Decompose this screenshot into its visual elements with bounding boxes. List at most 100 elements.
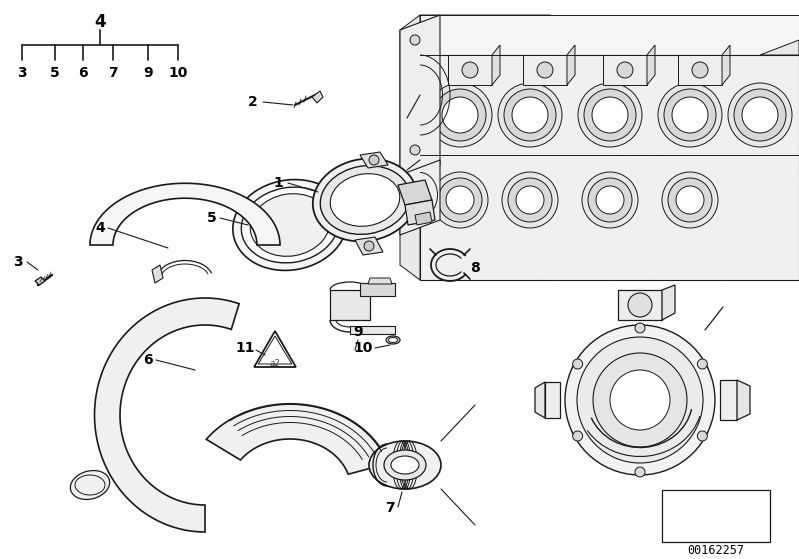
Circle shape xyxy=(428,83,492,147)
Polygon shape xyxy=(420,55,799,280)
Text: a2: a2 xyxy=(270,358,280,367)
Ellipse shape xyxy=(250,193,330,257)
Text: 00162257: 00162257 xyxy=(687,543,745,557)
Ellipse shape xyxy=(233,179,347,271)
Circle shape xyxy=(734,89,786,141)
Polygon shape xyxy=(674,512,734,522)
Circle shape xyxy=(582,172,638,228)
Polygon shape xyxy=(720,380,737,420)
Ellipse shape xyxy=(330,174,400,226)
Circle shape xyxy=(502,172,558,228)
Polygon shape xyxy=(350,326,395,334)
Polygon shape xyxy=(662,285,675,320)
Text: 8: 8 xyxy=(470,261,480,275)
Circle shape xyxy=(512,97,548,133)
Circle shape xyxy=(565,325,715,475)
Polygon shape xyxy=(415,212,432,225)
Circle shape xyxy=(504,89,556,141)
Polygon shape xyxy=(35,277,45,285)
Circle shape xyxy=(698,359,707,369)
Ellipse shape xyxy=(320,165,410,234)
Circle shape xyxy=(588,178,632,222)
Polygon shape xyxy=(258,336,292,364)
Text: 5: 5 xyxy=(50,66,60,80)
Polygon shape xyxy=(618,290,662,320)
Polygon shape xyxy=(312,91,323,103)
Polygon shape xyxy=(94,298,239,532)
Circle shape xyxy=(446,186,474,214)
Polygon shape xyxy=(400,160,440,235)
Circle shape xyxy=(617,62,633,78)
Circle shape xyxy=(592,97,628,133)
Polygon shape xyxy=(734,502,747,522)
Polygon shape xyxy=(674,502,747,512)
Circle shape xyxy=(462,62,478,78)
Circle shape xyxy=(434,89,486,141)
Ellipse shape xyxy=(386,336,400,344)
Circle shape xyxy=(742,97,778,133)
Circle shape xyxy=(658,83,722,147)
Text: 3: 3 xyxy=(14,255,23,269)
Bar xyxy=(662,490,770,542)
Circle shape xyxy=(698,431,707,441)
Polygon shape xyxy=(355,237,383,255)
Polygon shape xyxy=(360,283,395,296)
Circle shape xyxy=(573,431,582,441)
Polygon shape xyxy=(368,278,392,284)
Ellipse shape xyxy=(70,471,109,500)
Circle shape xyxy=(668,178,712,222)
Circle shape xyxy=(635,467,645,477)
Circle shape xyxy=(442,97,478,133)
Text: 1: 1 xyxy=(273,176,283,190)
Text: 2: 2 xyxy=(248,95,258,109)
Polygon shape xyxy=(360,152,388,168)
Circle shape xyxy=(635,323,645,333)
Circle shape xyxy=(432,172,488,228)
Circle shape xyxy=(692,62,708,78)
Text: 9: 9 xyxy=(143,66,153,80)
Circle shape xyxy=(672,97,708,133)
Polygon shape xyxy=(737,380,750,420)
Polygon shape xyxy=(678,55,722,85)
Text: 4: 4 xyxy=(95,221,105,235)
Ellipse shape xyxy=(313,159,417,241)
Circle shape xyxy=(573,359,582,369)
Polygon shape xyxy=(647,45,655,85)
Text: 9: 9 xyxy=(353,325,363,339)
Circle shape xyxy=(364,241,374,251)
Polygon shape xyxy=(152,265,163,283)
Text: 7: 7 xyxy=(385,501,395,515)
Circle shape xyxy=(410,35,420,45)
Text: 4: 4 xyxy=(94,13,105,31)
Polygon shape xyxy=(545,382,560,418)
Polygon shape xyxy=(420,15,799,55)
Text: 6: 6 xyxy=(78,66,88,80)
Ellipse shape xyxy=(241,187,339,263)
Polygon shape xyxy=(400,15,440,180)
Polygon shape xyxy=(567,45,575,85)
Circle shape xyxy=(438,178,482,222)
Ellipse shape xyxy=(369,441,441,489)
Text: 10: 10 xyxy=(353,341,372,355)
Polygon shape xyxy=(603,55,647,85)
Circle shape xyxy=(578,83,642,147)
Circle shape xyxy=(628,293,652,317)
Polygon shape xyxy=(400,15,420,280)
Text: 10: 10 xyxy=(169,66,188,80)
Polygon shape xyxy=(535,382,545,418)
Polygon shape xyxy=(420,15,560,25)
Polygon shape xyxy=(492,45,500,85)
Polygon shape xyxy=(398,180,432,205)
Text: 6: 6 xyxy=(143,353,153,367)
Circle shape xyxy=(369,155,379,165)
Circle shape xyxy=(584,89,636,141)
Circle shape xyxy=(664,89,716,141)
Circle shape xyxy=(728,83,792,147)
Text: 3: 3 xyxy=(18,66,27,80)
Ellipse shape xyxy=(391,456,419,474)
Circle shape xyxy=(516,186,544,214)
Circle shape xyxy=(577,337,703,463)
Text: 5: 5 xyxy=(207,211,217,225)
Circle shape xyxy=(537,62,553,78)
Circle shape xyxy=(498,83,562,147)
